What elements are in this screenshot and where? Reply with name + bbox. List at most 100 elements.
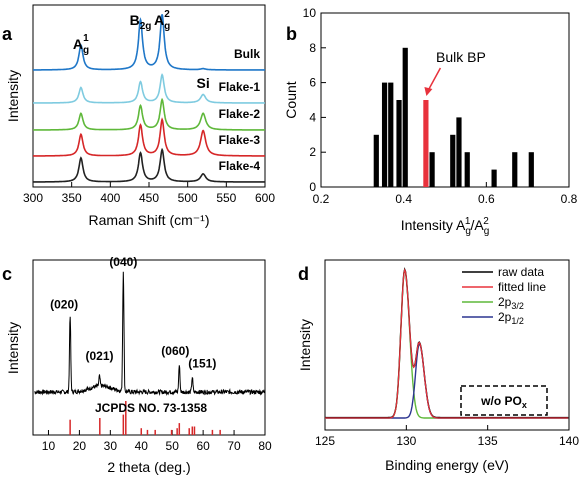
y-tick-label: 6 xyxy=(309,76,316,90)
x-tick-label: 80 xyxy=(258,439,272,453)
histogram-bar xyxy=(456,117,462,187)
wo-pox-box xyxy=(460,385,548,416)
panel-d-label: d xyxy=(298,264,309,284)
peak-label: (060) xyxy=(161,344,189,358)
x-tick-label: 0.8 xyxy=(561,192,578,206)
legend-label: 2p1/2 xyxy=(498,310,524,326)
panel-b-ticks: 0.2 0.4 0.6 0.8 0 2 4 6 8 10 xyxy=(303,6,578,206)
panel-a-peak-labels: Ag1 B2g Ag2 Si xyxy=(73,9,210,91)
peak-label: (151) xyxy=(188,356,216,370)
x-tick-label: 30 xyxy=(104,439,118,453)
histogram-bar xyxy=(528,152,534,187)
x-tick-label: 0.2 xyxy=(313,192,330,206)
x-tick-label: 60 xyxy=(196,439,210,453)
histogram-bar xyxy=(402,47,408,187)
panel-c-y-label: Intensity xyxy=(5,322,21,374)
panel-c-xrd: c 10 20 30 40 50 60 70 80 (020) (021) (040) (060)(… xyxy=(2,255,272,475)
series-line xyxy=(33,73,265,104)
x-tick-label: 550 xyxy=(216,191,236,205)
x-tick-label: 500 xyxy=(178,191,198,205)
series-line-2p12 xyxy=(325,342,569,419)
legend-label: 2p3/2 xyxy=(498,295,524,311)
panel-a-label: a xyxy=(2,24,13,44)
series-label: Flake-4 xyxy=(219,159,261,173)
histogram-bar xyxy=(373,134,379,187)
series-line xyxy=(33,147,265,183)
panel-a-x-ticks: 300 350 400 450 500 550 600 xyxy=(23,182,275,205)
histogram-bar xyxy=(429,152,435,187)
legend-label: fitted line xyxy=(498,280,546,294)
series-label: Flake-1 xyxy=(219,80,261,94)
x-tick-label: 40 xyxy=(135,439,149,453)
xrd-pattern xyxy=(34,271,265,397)
y-tick-label: 10 xyxy=(303,6,317,20)
histogram-bar xyxy=(396,100,402,187)
bulk-bp-label: Bulk BP xyxy=(436,49,486,65)
panel-d-spectra xyxy=(325,267,569,419)
series-label: Bulk xyxy=(234,47,260,61)
x-tick-label: 400 xyxy=(100,191,120,205)
series-line xyxy=(33,14,265,71)
peak-label: Si xyxy=(197,75,210,91)
bulk-bp-arrow xyxy=(427,67,442,91)
panel-c-peak-labels: (020) (021) (040) (060)(151) xyxy=(50,255,216,370)
bulk-bp-arrowhead xyxy=(424,87,433,96)
x-tick-label: 350 xyxy=(62,191,82,205)
panel-b-frame xyxy=(320,12,570,188)
panel-b-bars xyxy=(373,47,534,187)
histogram-bar xyxy=(388,82,394,187)
x-tick-label: 70 xyxy=(227,439,241,453)
panel-d-y-label: Intensity xyxy=(297,319,313,371)
peak-label: (040) xyxy=(109,255,137,269)
wo-pox-label: w/o POx xyxy=(480,394,527,410)
x-tick-label: 0.4 xyxy=(395,192,412,206)
series-line xyxy=(33,117,265,157)
x-tick-label: 135 xyxy=(478,434,498,448)
panel-c-label: c xyxy=(2,264,12,284)
series-line xyxy=(33,97,265,131)
histogram-bar xyxy=(512,152,518,187)
panel-b-label: b xyxy=(286,24,297,44)
x-tick-label: 600 xyxy=(255,191,275,205)
panel-c-frame xyxy=(32,259,266,436)
x-tick-label: 130 xyxy=(396,434,416,448)
y-tick-label: 2 xyxy=(309,145,316,159)
peak-label: Ag2 xyxy=(154,9,170,32)
panel-c-x-label: 2 theta (deg.) xyxy=(107,459,190,475)
panel-b-annotation: Bulk BP xyxy=(424,49,486,96)
peak-label: Ag1 xyxy=(73,33,89,56)
legend-label: raw data xyxy=(498,265,544,279)
series-line-fitted xyxy=(325,268,569,419)
panel-a-x-label: Raman Shift (cm⁻¹) xyxy=(89,212,210,228)
x-tick-label: 20 xyxy=(73,439,87,453)
panel-c-x-ticks: 10 20 30 40 50 60 70 80 xyxy=(42,430,272,453)
panel-d-frame xyxy=(324,259,570,431)
histogram-bar xyxy=(381,82,388,187)
histogram-bar xyxy=(464,152,470,187)
x-tick-label: 300 xyxy=(23,191,43,205)
x-tick-label: 125 xyxy=(315,434,335,448)
series-label: Flake-2 xyxy=(219,107,261,121)
x-tick-label: 10 xyxy=(42,439,56,453)
x-tick-label: 450 xyxy=(139,191,159,205)
panel-a-spectra xyxy=(33,14,265,183)
y-tick-label: 4 xyxy=(309,110,316,124)
histogram-bar xyxy=(491,169,497,187)
x-tick-label: 50 xyxy=(166,439,180,453)
panel-a-series-labels: Bulk Flake-1 Flake-2 Flake-3 Flake-4 xyxy=(219,47,261,173)
panel-b-x-label: Intensity Ag1/Ag2 xyxy=(401,216,490,237)
x-tick-label: 0.6 xyxy=(478,192,495,206)
series-label: Flake-3 xyxy=(219,133,261,147)
panel-b-y-label: Count xyxy=(283,81,299,118)
y-tick-label: 0 xyxy=(309,180,316,194)
x-tick-label: 140 xyxy=(559,434,579,448)
panel-d-x-label: Binding energy (eV) xyxy=(385,457,509,473)
jcpds-label: JCPDS NO. 73-1358 xyxy=(95,401,207,415)
peak-label: (020) xyxy=(50,297,78,311)
panel-c-pattern xyxy=(34,271,265,397)
peak-label: B2g xyxy=(130,12,152,32)
panel-b-histogram: b 0.2 0.4 0.6 0.8 0 2 4 6 8 10 Bulk BP Intensity … xyxy=(283,6,578,237)
